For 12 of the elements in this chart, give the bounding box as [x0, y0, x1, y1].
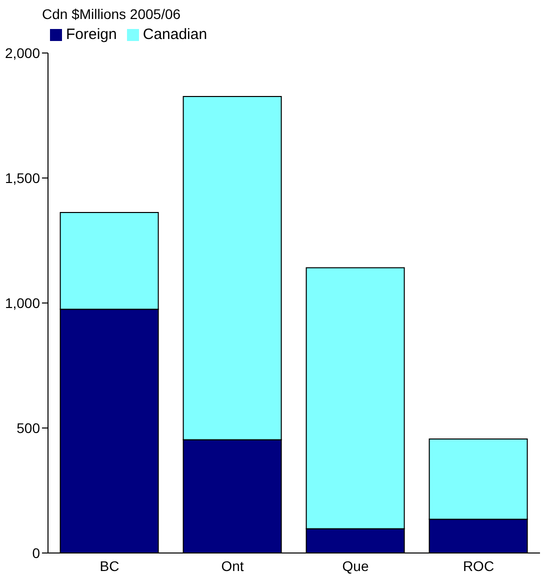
x-tick-label: ROC [462, 558, 494, 574]
x-tick-label: BC [100, 558, 120, 574]
y-tick-label: 500 [16, 420, 40, 436]
x-tick-label: Que [342, 558, 369, 574]
y-tick-label: 1,000 [4, 294, 40, 311]
y-tick-label: 2,000 [4, 44, 40, 61]
legend-label: Foreign [66, 26, 117, 43]
y-tick-label: 0 [32, 544, 40, 561]
y-tick-label: 1,500 [4, 170, 40, 186]
x-tick-label: Ont [221, 558, 244, 574]
legend-label: Canadian [142, 26, 208, 43]
y-axis-title: Cdn $Millions 2005/06 [42, 6, 181, 22]
